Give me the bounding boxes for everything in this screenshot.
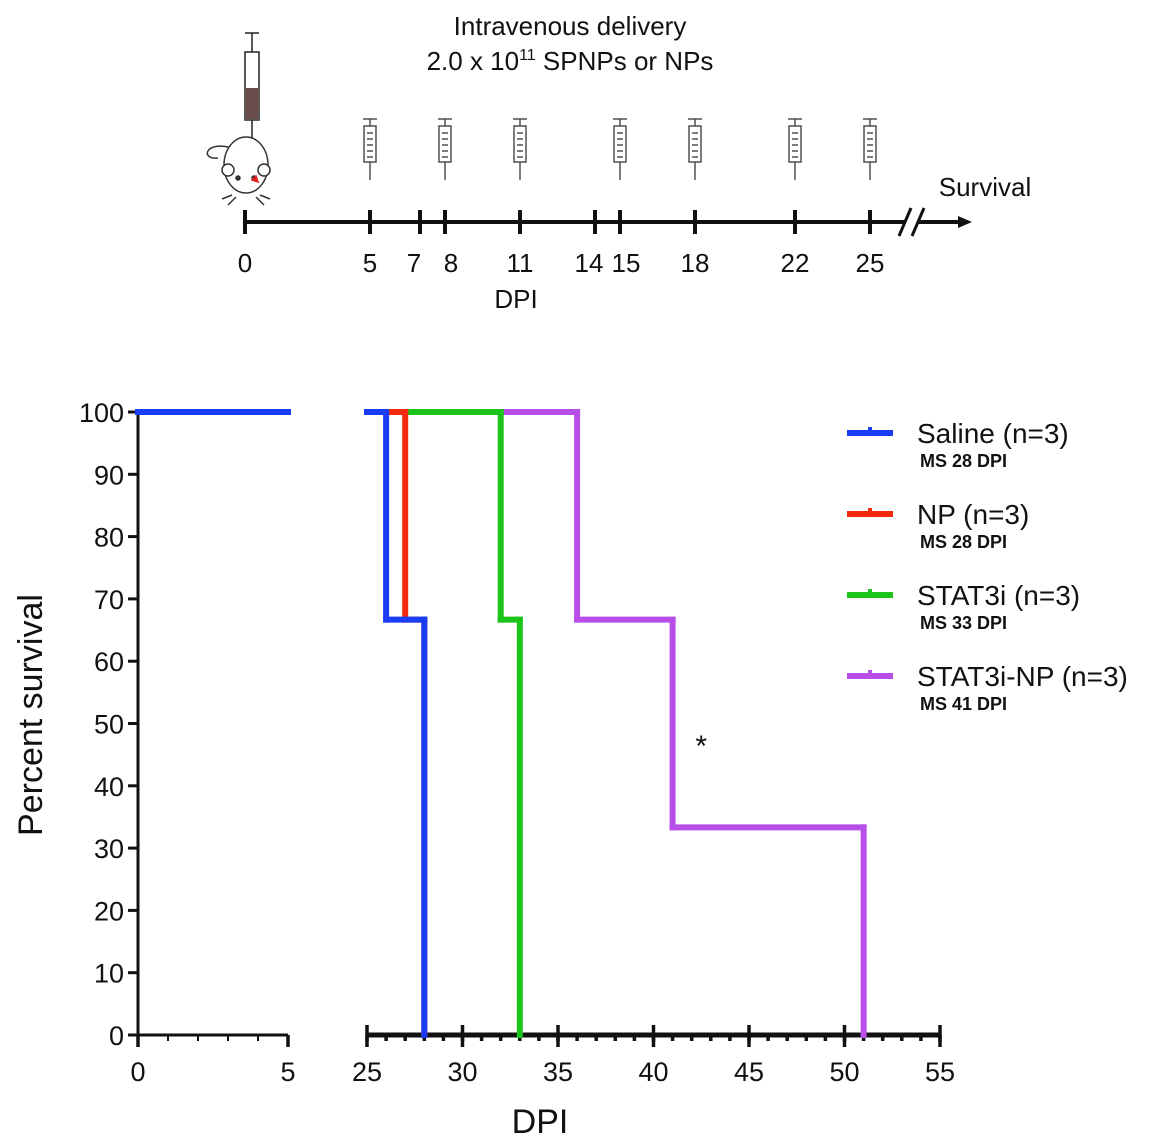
- y-tick-label: 10: [94, 959, 124, 989]
- timeline-tick-label: 15: [612, 248, 641, 278]
- timeline-tick-label: 14: [575, 248, 604, 278]
- legend-median: MS 28 DPI: [920, 532, 1007, 552]
- title-superscript: 11: [519, 47, 536, 64]
- y-tick-label: 20: [94, 896, 124, 926]
- x-tick-label: 0: [130, 1057, 145, 1087]
- y-axis-label: Percent survival: [12, 594, 50, 836]
- syringe-icon: [438, 118, 452, 180]
- axis-arrow: [958, 216, 972, 228]
- y-tick-label: 0: [109, 1021, 124, 1051]
- y-tick-label: 70: [94, 585, 124, 615]
- timeline-tick-label: 8: [444, 248, 458, 278]
- x-tick-label: 35: [543, 1057, 573, 1087]
- y-tick-label: 90: [94, 460, 124, 490]
- timeline-tick-label: 5: [363, 248, 377, 278]
- x-tick-label: 55: [925, 1057, 955, 1087]
- axis-break: [910, 207, 926, 237]
- legend-label: NP (n=3): [917, 499, 1029, 530]
- legend-label: STAT3i (n=3): [917, 580, 1080, 611]
- x-tick-label: 40: [638, 1057, 668, 1087]
- syringe-icon: [513, 118, 527, 180]
- y-tick-label: 60: [94, 647, 124, 677]
- y-tick-label: 80: [94, 523, 124, 553]
- legend-median: MS 33 DPI: [920, 613, 1007, 633]
- title: 2.0 x 1011 SPNPs or NPs: [427, 46, 714, 76]
- y-tick-label: 100: [79, 398, 124, 428]
- timeline-tick-label: 7: [407, 248, 421, 278]
- x-tick-label: 5: [280, 1057, 295, 1087]
- top-syringe-icon: [244, 32, 260, 150]
- y-tick-label: 40: [94, 772, 124, 802]
- y-tick-label: 50: [94, 710, 124, 740]
- legend-median: MS 28 DPI: [920, 451, 1007, 471]
- timeline-tick-label: 11: [507, 248, 534, 278]
- title-part: 2.0 x 10: [427, 46, 520, 76]
- legend-median: MS 41 DPI: [920, 694, 1007, 714]
- timeline-tick-label: 22: [781, 248, 810, 278]
- syringe-icon: [613, 118, 627, 180]
- mouse-icon: [206, 136, 271, 206]
- title-part: SPNPs or NPs: [536, 46, 714, 76]
- title: Intravenous delivery: [454, 11, 687, 41]
- x-axis-label: DPI: [512, 1103, 569, 1139]
- x-tick-label: 45: [734, 1057, 764, 1087]
- syringe-icon: [863, 118, 877, 180]
- x-tick-label: 50: [829, 1057, 859, 1087]
- legend-label: STAT3i-NP (n=3): [917, 661, 1128, 692]
- axis-break: [897, 207, 913, 237]
- annotation: *: [695, 730, 707, 763]
- x-tick-label: 30: [447, 1057, 477, 1087]
- legend-label: Saline (n=3): [917, 418, 1069, 449]
- syringe-icon: [788, 118, 802, 180]
- end-label: Survival: [939, 172, 1031, 202]
- timeline-tick-label: 25: [856, 248, 885, 278]
- y-tick-label: 30: [94, 834, 124, 864]
- timeline-tick-label: 0: [238, 248, 252, 278]
- timeline-tick-label: 18: [681, 248, 710, 278]
- timeline-axis-label: DPI: [494, 284, 537, 314]
- syringe-icon: [363, 118, 377, 180]
- syringe-icon: [688, 118, 702, 180]
- x-tick-label: 25: [352, 1057, 382, 1087]
